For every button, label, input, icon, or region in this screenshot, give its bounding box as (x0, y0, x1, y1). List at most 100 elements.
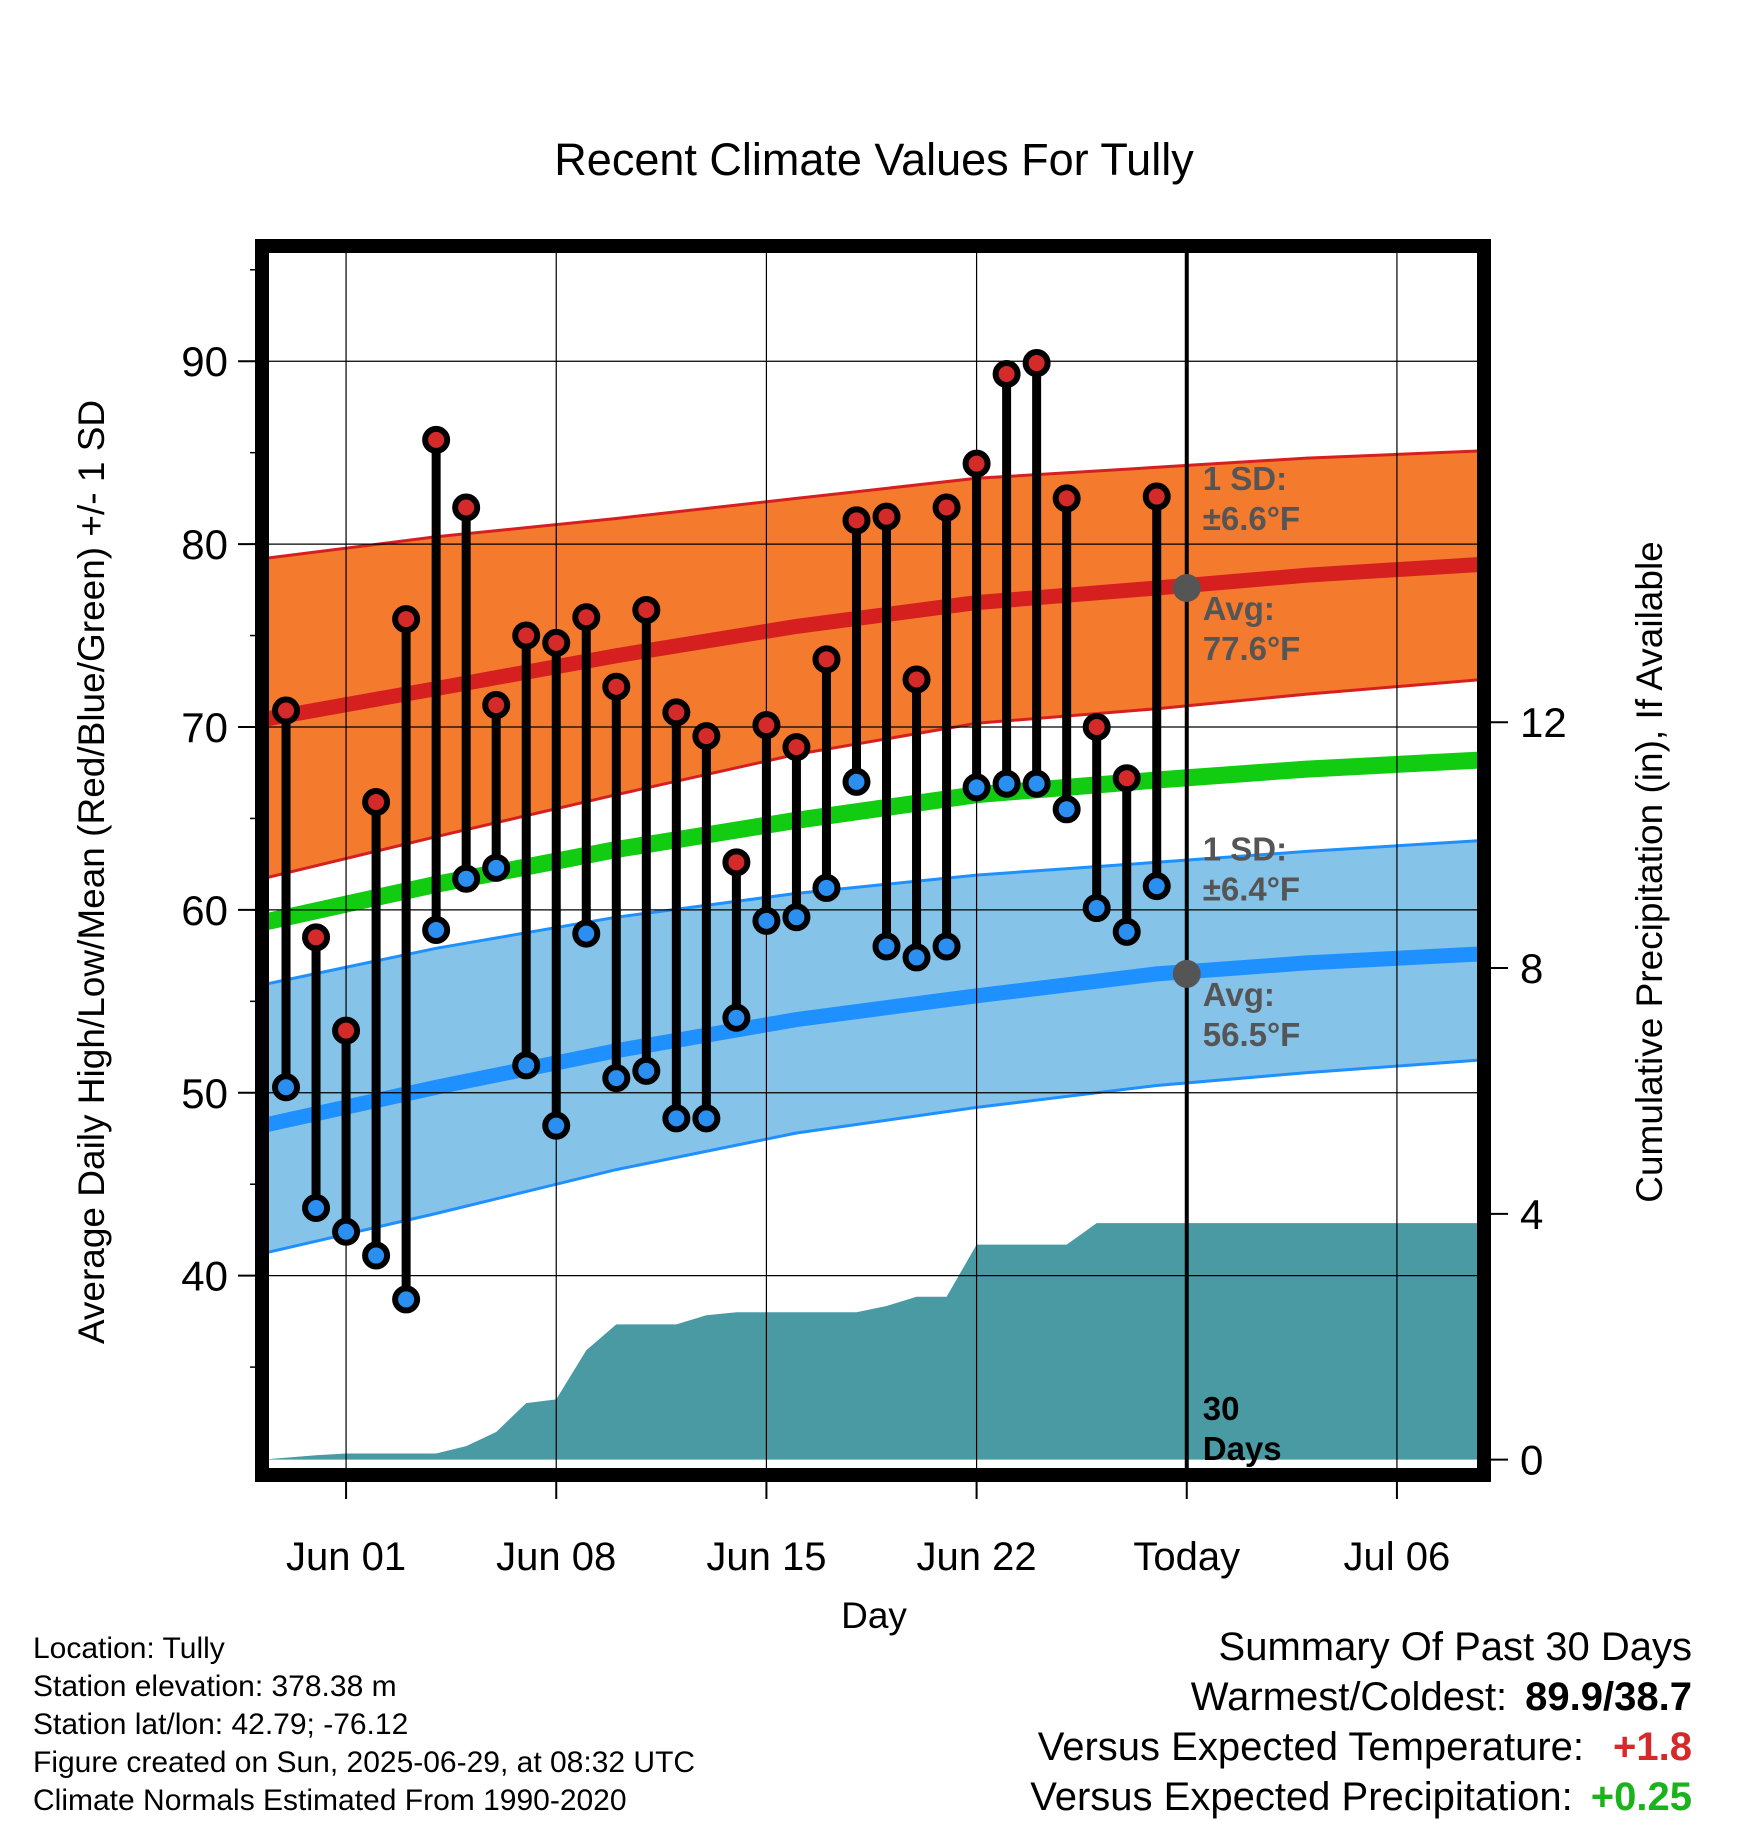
daily-low-point (422, 915, 451, 944)
daily-low-point (722, 1003, 751, 1032)
y2-tick-label: 12 (1520, 699, 1567, 746)
daily-high-point (1052, 484, 1081, 513)
daily-low-point (752, 906, 781, 935)
plot-frame (255, 239, 1491, 1482)
daily-high-point (692, 722, 721, 751)
daily-low-point (632, 1056, 661, 1085)
warmest-value: 89.9/38.7 (1525, 1675, 1692, 1719)
daily-high-point (332, 1016, 361, 1045)
location-text: Location: Tully (33, 1632, 225, 1665)
daily-high-point (362, 787, 391, 816)
precip-departure-value: +0.25 (1590, 1775, 1692, 1819)
daily-high-point (842, 506, 871, 535)
x-tick-label: Jun 08 (496, 1535, 616, 1579)
daily-high-point (992, 360, 1021, 389)
y-axis-label: Average Daily High/Low/Mean (Red/Blue/Gr… (71, 400, 112, 1344)
summary-precip-row: Versus Expected Precipitation: +0.25 (1030, 1772, 1692, 1822)
daily-low-point (1022, 769, 1051, 798)
summary-temp-row: Versus Expected Temperature: +1.8 (1030, 1722, 1692, 1772)
daily-low-point (392, 1285, 421, 1314)
y2-tick-label: 4 (1520, 1191, 1543, 1238)
precip-area (262, 1223, 1484, 1460)
created-text: Figure created on Sun, 2025-06-29, at 08… (33, 1746, 696, 1779)
daily-high-point (632, 595, 661, 624)
y2-axis-label: Cumulative Precipitation (in), If Availa… (1629, 541, 1670, 1203)
y-tick-label: 80 (181, 521, 228, 568)
daily-low-point (452, 864, 481, 893)
daily-low-point (1112, 917, 1141, 946)
y2-tick-label: 8 (1520, 945, 1543, 992)
daily-low-point (512, 1051, 541, 1080)
warmest-label: Warmest/Coldest: (1190, 1675, 1508, 1719)
x-tick-label: Today (1133, 1535, 1240, 1579)
low-avg-annotation-line: Avg: (1203, 976, 1275, 1013)
high-avg-marker (1172, 573, 1201, 602)
normal-low-band (262, 840, 1484, 1254)
daily-high-point (542, 628, 571, 657)
y-tick-label: 60 (181, 887, 228, 934)
low-sd-annotation: 1 SD: ±6.4°F (1203, 831, 1300, 908)
station-info: Location: Tully Station elevation: 378.3… (33, 1630, 695, 1820)
daily-low-point (602, 1064, 631, 1093)
daily-low-point (482, 853, 511, 882)
daily-high-point (1112, 764, 1141, 793)
daily-high-point (392, 605, 421, 634)
daily-high-point (722, 848, 751, 877)
summary-panel: Summary Of Past 30 Days Warmest/Coldest:… (1030, 1622, 1692, 1822)
daily-high-point (752, 711, 781, 740)
daily-low-point (872, 932, 901, 961)
summary-title: Summary Of Past 30 Days (1218, 1625, 1692, 1669)
x-tick-label: Jun 01 (286, 1535, 406, 1579)
daily-low-point (572, 919, 601, 948)
daily-high-point (962, 449, 991, 478)
daily-low-point (1142, 872, 1171, 901)
daily-low-point (1052, 795, 1081, 824)
daily-low-point (332, 1217, 361, 1246)
daily-high-point (302, 923, 331, 952)
y-tick-label: 70 (181, 704, 228, 751)
daily-low-point (542, 1111, 571, 1140)
normal-low-mean-line (262, 946, 1484, 1134)
x-tick-label: Jul 06 (1344, 1535, 1451, 1579)
daily-high-point (422, 425, 451, 454)
low-avg-marker (1172, 959, 1201, 988)
low-sd-annotation-line: 1 SD: (1203, 831, 1287, 868)
x-axis-label: Day (841, 1595, 907, 1636)
y-tick-label: 40 (181, 1253, 228, 1300)
daily-high-point (782, 733, 811, 762)
normal-high-band (262, 450, 1484, 879)
daily-low-point (1082, 894, 1111, 923)
daily-high-point (602, 672, 631, 701)
daily-low-point (362, 1241, 391, 1270)
y2-tick-label: 0 (1520, 1437, 1543, 1484)
x-tick-label: Jun 15 (706, 1535, 826, 1579)
daily-low-point (812, 873, 841, 902)
daily-low-point (902, 943, 931, 972)
daily-high-point (452, 493, 481, 522)
low-sd-annotation-line: ±6.4°F (1203, 871, 1300, 908)
temp-departure-label: Versus Expected Temperature: (1037, 1725, 1584, 1769)
y-tick-label: 50 (181, 1070, 228, 1117)
x-tick-label: Jun 22 (917, 1535, 1037, 1579)
chart-title: Recent Climate Values For Tully (554, 134, 1194, 185)
daily-low-point (932, 932, 961, 961)
daily-low-point (782, 903, 811, 932)
daily-high-point (1022, 349, 1051, 378)
daily-low-point (272, 1073, 301, 1102)
daily-low-point (842, 767, 871, 796)
daily-high-point (272, 696, 301, 725)
summary-warmest-row: Warmest/Coldest: 89.9/38.7 (1030, 1672, 1692, 1722)
high-avg-annotation: Avg: 77.6°F (1203, 590, 1301, 667)
high-avg-annotation-line: Avg: (1203, 590, 1275, 627)
temp-departure-value: +1.8 (1613, 1725, 1692, 1769)
daily-low-point (962, 773, 991, 802)
y-tick-label: 90 (181, 338, 228, 385)
high-sd-annotation: 1 SD: ±6.6°F (1203, 460, 1300, 537)
elevation-text: Station elevation: 378.38 m (33, 1670, 397, 1703)
high-sd-annotation-line: ±6.6°F (1203, 500, 1300, 537)
low-avg-annotation: Avg: 56.5°F (1203, 976, 1301, 1053)
high-avg-annotation-line: 77.6°F (1203, 630, 1301, 667)
daily-high-point (932, 493, 961, 522)
